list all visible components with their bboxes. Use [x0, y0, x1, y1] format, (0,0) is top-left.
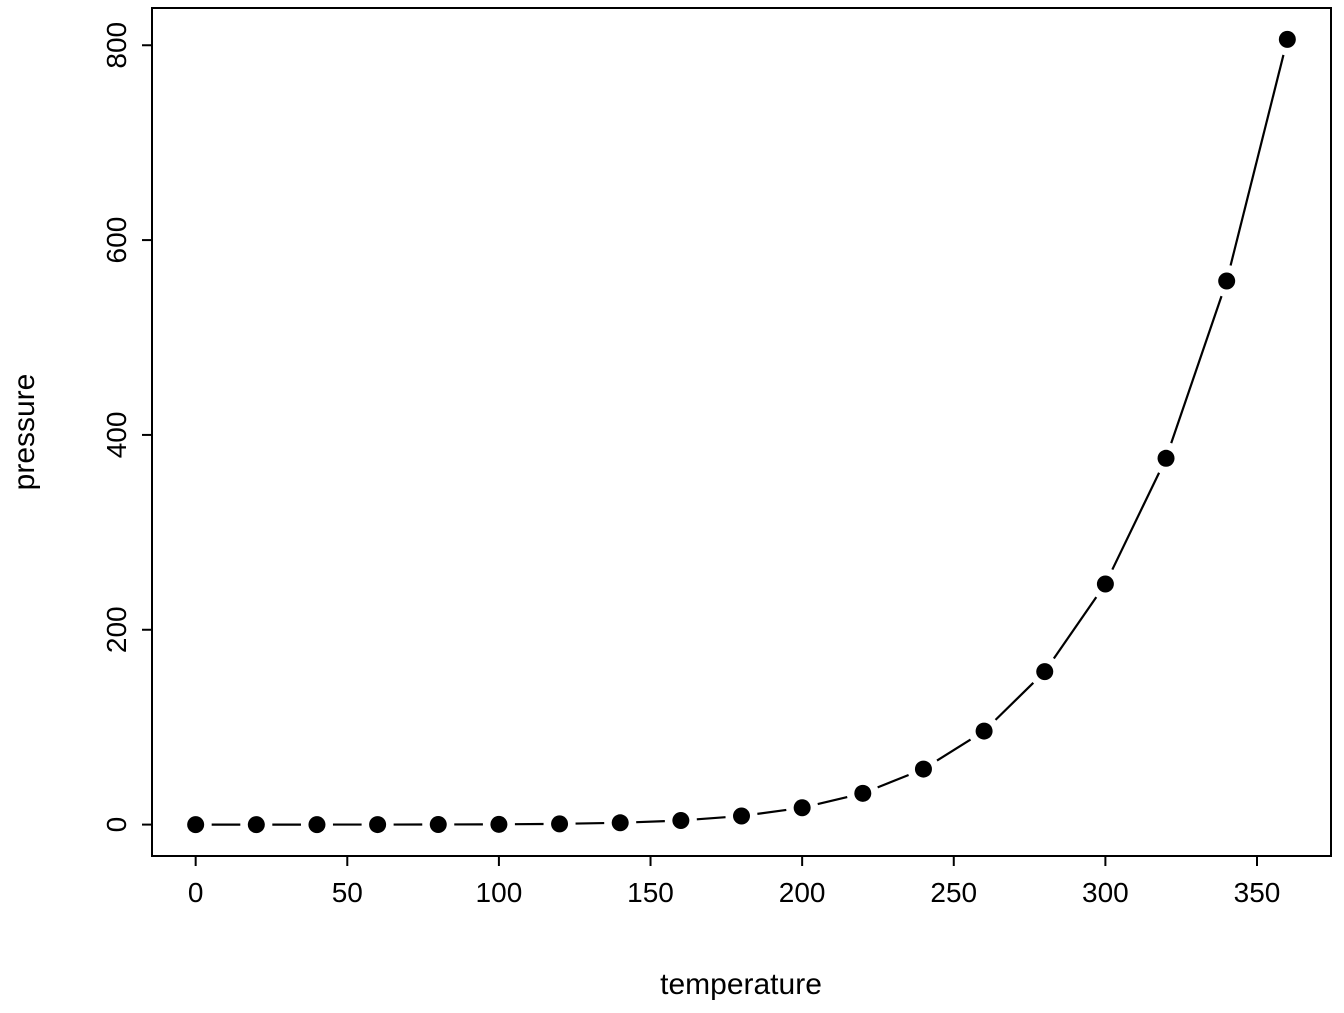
- y-tick-label: 200: [101, 606, 132, 653]
- series-segment: [1112, 473, 1159, 570]
- series-segment: [636, 821, 665, 822]
- data-point: [612, 814, 629, 831]
- series-segment: [576, 823, 605, 824]
- y-tick-label: 800: [101, 22, 132, 69]
- x-tick-label: 100: [476, 877, 523, 908]
- data-point: [369, 816, 386, 833]
- series-segment: [757, 810, 786, 814]
- series-segment: [697, 817, 726, 819]
- x-tick-label: 300: [1082, 877, 1129, 908]
- data-point: [854, 785, 871, 802]
- x-tick-label: 200: [779, 877, 826, 908]
- series-segment: [937, 740, 971, 761]
- data-point: [794, 799, 811, 816]
- data-point: [1279, 31, 1296, 48]
- data-point: [672, 812, 689, 829]
- data-point: [248, 816, 265, 833]
- x-axis-title: temperature: [660, 968, 822, 1001]
- x-tick-label: 0: [188, 877, 204, 908]
- data-point: [733, 808, 750, 825]
- series-layer: [187, 31, 1296, 833]
- series-segment: [818, 797, 848, 804]
- data-point: [915, 761, 932, 778]
- series-segment: [996, 683, 1034, 720]
- data-point: [187, 816, 204, 833]
- data-point: [1036, 663, 1053, 680]
- tick-layer: 0 50 100 150 200 250 300 350 0 200 400 600 800: [101, 22, 1280, 908]
- data-point: [1218, 273, 1235, 290]
- data-point: [308, 816, 325, 833]
- y-tick-label: 0: [101, 817, 132, 833]
- data-point: [551, 815, 568, 832]
- data-point: [976, 723, 993, 740]
- series-segment: [878, 775, 909, 787]
- series-segment: [1054, 597, 1096, 658]
- x-tick-label: 250: [930, 877, 977, 908]
- data-point: [490, 816, 507, 833]
- x-tick-label: 50: [332, 877, 363, 908]
- x-tick-label: 350: [1234, 877, 1281, 908]
- y-tick-label: 400: [101, 412, 132, 459]
- plot-box: [152, 8, 1331, 856]
- data-point: [430, 816, 447, 833]
- x-tick-label: 150: [627, 877, 674, 908]
- data-point: [1097, 575, 1114, 592]
- series-segment: [1231, 55, 1284, 266]
- y-axis-title: pressure: [8, 374, 41, 491]
- y-tick-label: 600: [101, 217, 132, 264]
- data-point: [1158, 450, 1175, 467]
- series-segment: [1171, 296, 1221, 443]
